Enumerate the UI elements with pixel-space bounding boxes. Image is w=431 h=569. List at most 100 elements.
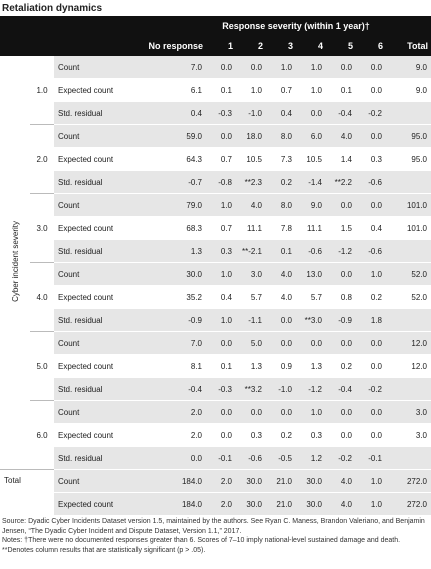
note: Source: Dyadic Cyber Incidents Dataset v… [2, 518, 425, 535]
cell: **2.3 [236, 170, 266, 194]
cell: 0.0 [206, 400, 236, 424]
cell: 1.5 [326, 216, 356, 240]
column-header: 6 [356, 36, 386, 56]
row-label: Std. residual [54, 239, 136, 263]
table-row: 3.0 Count 79.0 1.0 4.0 8.0 9.0 0.0 0.0 101.0 [0, 193, 431, 263]
cell: -1.2 [296, 377, 326, 401]
cell: 184.0 [136, 492, 206, 516]
cell: 13.0 [296, 262, 326, 286]
row-label: Count [54, 193, 136, 217]
cell: 0.3 [236, 423, 266, 447]
cell: 11.1 [296, 216, 326, 240]
table-row: 5.0 Count 7.0 0.0 5.0 0.0 0.0 0.0 0.0 12.0 [0, 331, 431, 401]
cell: 2.0 [206, 492, 236, 516]
cell: 1.0 [206, 193, 236, 217]
cell: 0.4 [266, 101, 296, 125]
cell: -0.2 [356, 377, 386, 401]
cell [386, 377, 431, 401]
cell: 3.0 [236, 262, 266, 286]
cell: 30.0 [136, 262, 206, 286]
cell: 0.7 [206, 216, 236, 240]
cell: 7.0 [136, 56, 206, 79]
cell: 18.0 [236, 124, 266, 148]
cell: -0.3 [206, 101, 236, 125]
row-label: Count [54, 469, 136, 493]
cell: 2.0 [136, 400, 206, 424]
cell: 0.0 [326, 400, 356, 424]
table-row: Expected count 8.1 0.1 1.3 0.9 1.3 0.2 0.0 12.0 [0, 354, 431, 378]
cell: -0.6 [296, 239, 326, 263]
cell: **3.2 [236, 377, 266, 401]
cell: 0.0 [356, 423, 386, 447]
cell: 95.0 [386, 147, 431, 171]
header-span: Response severity (within 1 year)† [206, 16, 386, 36]
row-label: Expected count [54, 216, 136, 240]
cell: 4.0 [326, 492, 356, 516]
cell: 10.5 [296, 147, 326, 171]
cell: 5.7 [236, 285, 266, 309]
cell: 0.3 [206, 239, 236, 263]
group-label: 5.0 [30, 331, 54, 401]
cell: 1.0 [356, 469, 386, 493]
cell: 59.0 [136, 124, 206, 148]
table-row: Std. residual 0.0 -0.1 -0.6 -0.5 1.2 -0.2 -0.1 [0, 446, 431, 470]
cell: 0.0 [356, 78, 386, 102]
cell: 30.0 [236, 469, 266, 493]
cell: -0.5 [266, 446, 296, 470]
cell [386, 101, 431, 125]
row-label: Count [54, 56, 136, 79]
cell: 4.0 [236, 193, 266, 217]
column-header: 3 [266, 36, 296, 56]
cell: 0.4 [136, 101, 206, 125]
cell: -0.7 [136, 170, 206, 194]
cell: 6.1 [136, 78, 206, 102]
row-label: Expected count [54, 285, 136, 309]
cell: 0.3 [296, 423, 326, 447]
group-label: 6.0 [30, 400, 54, 470]
cell: 8.0 [266, 193, 296, 217]
row-label: Std. residual [54, 101, 136, 125]
cell: 79.0 [136, 193, 206, 217]
cell: 1.3 [236, 354, 266, 378]
cell: 30.0 [236, 492, 266, 516]
cell: 0.1 [326, 78, 356, 102]
cell: 7.0 [136, 331, 206, 355]
cell: 1.0 [296, 56, 326, 79]
cell: 0.0 [266, 400, 296, 424]
cell: 0.2 [266, 170, 296, 194]
cell: 0.7 [206, 147, 236, 171]
cell: 0.0 [296, 331, 326, 355]
cell: 12.0 [386, 331, 431, 355]
table-row: Expected count 35.2 0.4 5.7 4.0 5.7 0.8 0.2 52.0 [0, 285, 431, 309]
cell: 64.3 [136, 147, 206, 171]
row-label: Std. residual [54, 446, 136, 470]
table-row: Cyber incident severity 1.0 Count 7.0 0.0 0.0… [0, 56, 431, 470]
row-label: Expected count [54, 147, 136, 171]
cell: 0.0 [236, 400, 266, 424]
cell: -0.3 [206, 377, 236, 401]
cell: 0.0 [356, 400, 386, 424]
table-row: Std. residual -0.9 1.0 -1.1 0.0 **3.0 -0.9 1.8 [0, 308, 431, 332]
cell: -1.0 [266, 377, 296, 401]
cell: 5.7 [296, 285, 326, 309]
row-label: Expected count [54, 423, 136, 447]
cell: 0.0 [206, 423, 236, 447]
cell: 101.0 [386, 216, 431, 240]
table-row: Std. residual -0.4 -0.3 **3.2 -1.0 -1.2 -0.4 -0… [0, 377, 431, 401]
group-label: 1.0 [30, 56, 54, 125]
note: **Denotes column results that are statis… [2, 546, 206, 554]
note: Notes: †There were no documented respons… [2, 537, 401, 544]
table-body: Cyber incident severity 1.0 Count 7.0 0.0 0.0… [0, 56, 431, 516]
cell: 4.0 [326, 124, 356, 148]
cell: 184.0 [136, 469, 206, 493]
cell: -0.1 [206, 446, 236, 470]
column-header: 1 [206, 36, 236, 56]
cell [386, 446, 431, 470]
cell: 68.3 [136, 216, 206, 240]
cell: 0.8 [326, 285, 356, 309]
cell: 30.0 [296, 492, 326, 516]
cell: 0.0 [326, 423, 356, 447]
cell: -0.6 [356, 239, 386, 263]
table-row: Std. residual -0.7 -0.8 **2.3 0.2 -1.4 **2.2 -0… [0, 170, 431, 194]
cell: 9.0 [386, 78, 431, 102]
